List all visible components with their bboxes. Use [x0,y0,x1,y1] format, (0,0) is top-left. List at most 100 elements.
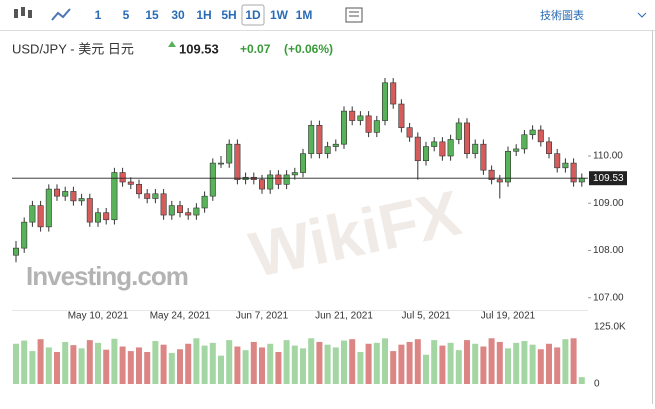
y-tick-label: 108.00 [593,245,624,256]
volume-bar [218,355,224,384]
volume-bar [300,348,306,384]
candle-body [332,143,339,147]
volume-bar [152,341,159,384]
candle-body [447,139,454,157]
chart-menu[interactable]: 技術圖表 [540,8,584,22]
candle-icon[interactable] [14,7,32,18]
interval-button[interactable]: 1M [296,8,313,22]
interval-button[interactable]: 1D [245,8,261,22]
candle-body [529,129,536,136]
volume-bar [488,338,495,384]
volume-bar [324,344,331,384]
volume-bar [308,338,315,384]
volume-bar [103,349,110,384]
volume-bar [455,350,462,384]
candle-body [545,141,552,154]
candle-body [570,162,577,183]
candle-body [209,162,216,197]
volume-bar [45,347,52,384]
volume-bar [316,341,323,384]
volume-bar [578,377,585,384]
x-tick-label: Jun 21, 2021 [315,311,373,322]
candle-body [201,195,208,209]
volume-bar [119,346,126,384]
volume-bar [505,348,511,384]
volume-bar [185,343,192,384]
volume-bar [250,341,257,384]
candle-body [21,221,28,249]
interval-button[interactable]: 15 [145,8,159,22]
candle-body [103,212,110,221]
volume-bar [291,345,298,384]
x-tick-label: Jun 7, 2021 [236,311,289,322]
candle-body [218,162,225,165]
candle-body [53,188,60,197]
candle-body [578,177,585,183]
volume-bar [521,341,528,384]
volume-bar [29,351,36,384]
settings-icon[interactable] [345,7,363,23]
candle-body [324,146,331,154]
candle-body [521,134,528,150]
candle-body [480,143,487,171]
candle-body [504,150,511,183]
volume-bar [447,342,454,384]
interval-button[interactable]: 1 [95,8,102,22]
volume-bar [209,342,216,384]
candle-body [562,162,569,169]
candle-body [193,207,200,216]
volume-bar [70,345,77,384]
candle-body [168,205,175,216]
candle-body [226,143,233,164]
candle-body [513,148,520,152]
candle-body [152,193,159,199]
candle-body [357,115,364,121]
interval-button[interactable]: 5 [123,8,130,22]
volume-bar [431,340,438,384]
line-icon[interactable] [51,8,71,21]
intervals: 1 5 15 30 1H 5H 1D 1W 1M [95,4,313,26]
candle-body [422,146,429,162]
candle-body [70,191,77,202]
menu-arrow[interactable] [637,12,647,18]
candle-body [316,124,323,154]
volume-bar [570,338,577,384]
candle-body [472,143,479,154]
volume-bar [472,343,479,384]
x-tick-label: Jul 19, 2021 [481,311,536,322]
volume-bar [496,341,503,384]
volume-bar [332,347,339,384]
candle-body [45,188,52,228]
volume-bar [554,347,561,384]
x-tick-label: Jul 5, 2021 [402,311,451,322]
candle-body [267,174,274,190]
volume-bar [275,352,282,384]
candle-body [29,205,36,223]
volume-bar [267,343,274,384]
candle-body [373,120,380,133]
change-pct: (+0.06%) [284,42,333,56]
candle-body [37,205,44,228]
interval-button[interactable]: 1W [270,8,289,22]
interval-button[interactable]: 30 [171,8,185,22]
volume-bar [37,339,44,384]
volume-bar [423,354,429,384]
active-interval [241,4,265,26]
interval-button[interactable]: 5H [221,8,236,22]
volume-tick-label: 125.0K [594,321,626,332]
interval-button[interactable]: 1H [196,8,211,22]
volume-bar [201,345,208,384]
candle-body [86,198,93,223]
candle-body [160,193,167,216]
candle-body [127,181,134,185]
volume-bar [21,340,28,384]
candle-body [308,124,315,154]
volume-bar [136,347,142,384]
volume-bar [86,340,93,384]
candle-body [414,136,421,162]
candle-body [431,141,438,147]
volume-bar [439,345,446,384]
candle-body [258,179,265,190]
